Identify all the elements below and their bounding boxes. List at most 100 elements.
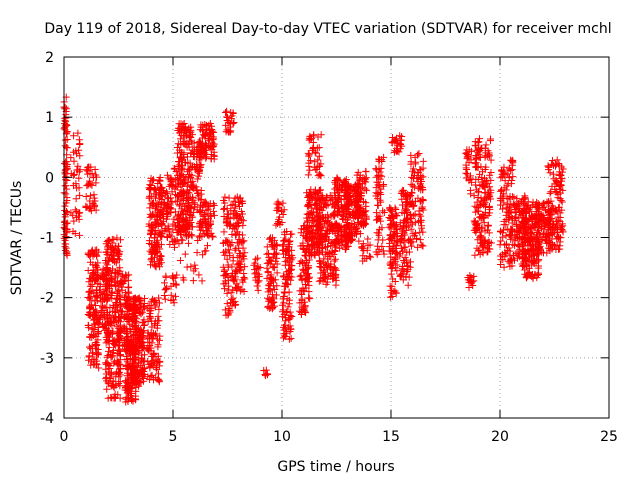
data-point [107, 317, 115, 325]
data-point [113, 323, 121, 331]
data-point [85, 287, 93, 295]
data-point [175, 222, 183, 230]
data-point [156, 256, 164, 264]
data-point [174, 126, 182, 134]
data-point [118, 310, 126, 318]
data-point [226, 249, 234, 257]
data-point [177, 128, 185, 136]
data-point [144, 357, 152, 365]
data-point [133, 363, 141, 371]
data-point [185, 195, 193, 203]
data-points [60, 93, 567, 406]
data-point [163, 190, 171, 198]
data-point [199, 251, 207, 259]
data-point [239, 199, 247, 207]
data-point [157, 211, 165, 219]
data-point [111, 313, 119, 321]
data-point [160, 279, 168, 287]
data-point [93, 291, 101, 299]
data-point [107, 368, 115, 376]
data-point [89, 261, 97, 269]
data-point [104, 347, 112, 355]
data-point [103, 290, 111, 298]
data-point [63, 135, 71, 143]
data-point [231, 273, 239, 281]
data-point [151, 262, 159, 270]
data-point [151, 219, 159, 227]
data-point [90, 361, 98, 369]
data-point [63, 251, 71, 259]
y-tick-label: 1 [45, 110, 54, 126]
data-point [271, 250, 279, 258]
data-point [151, 321, 159, 329]
data-point [96, 314, 104, 322]
data-point [195, 233, 203, 241]
data-point [179, 236, 187, 244]
data-point [137, 296, 145, 304]
data-point [113, 289, 121, 297]
data-point [116, 296, 124, 304]
data-point [178, 170, 186, 178]
data-point [102, 248, 110, 256]
data-point [189, 213, 197, 221]
data-point [233, 211, 241, 219]
data-point [86, 197, 94, 205]
data-point [183, 263, 191, 271]
data-point [74, 166, 82, 174]
data-point [109, 244, 117, 252]
data-point [262, 366, 270, 374]
data-point [70, 132, 78, 140]
data-point [147, 177, 155, 185]
data-point [238, 253, 246, 261]
data-point [124, 397, 132, 405]
data-point [221, 193, 229, 201]
data-point [130, 295, 138, 303]
data-point [93, 173, 101, 181]
data-point [115, 251, 123, 259]
data-point [155, 378, 163, 386]
data-point [263, 264, 271, 272]
data-point [86, 170, 94, 178]
data-point [182, 123, 190, 131]
data-point [156, 231, 164, 239]
data-point [223, 300, 231, 308]
data-point [61, 136, 69, 144]
data-point [205, 225, 213, 233]
data-point [116, 321, 124, 329]
data-point [131, 367, 139, 375]
data-point [239, 217, 247, 225]
data-point [239, 252, 247, 260]
data-point [254, 278, 262, 286]
data-point [170, 215, 178, 223]
data-point [210, 201, 218, 209]
data-point [254, 254, 262, 262]
data-point [150, 238, 158, 246]
x-tick-label: 25 [600, 429, 618, 445]
data-point [126, 320, 134, 328]
data-point [124, 314, 132, 322]
data-point [272, 221, 280, 229]
data-point [152, 263, 160, 271]
data-point [135, 359, 143, 367]
data-point [107, 393, 115, 401]
data-point [187, 137, 195, 145]
data-point [273, 200, 281, 208]
data-point [224, 210, 232, 218]
data-point [148, 200, 156, 208]
data-point [116, 365, 124, 373]
data-point [223, 113, 231, 121]
data-point [223, 218, 231, 226]
x-tick-label: 15 [382, 429, 400, 445]
data-point [62, 240, 70, 248]
data-point [119, 273, 127, 281]
data-point [145, 347, 153, 355]
data-point [207, 212, 215, 220]
data-point [140, 316, 148, 324]
data-point [116, 356, 124, 364]
data-point [227, 201, 235, 209]
data-point [177, 120, 185, 128]
data-point [112, 242, 120, 250]
data-point [151, 227, 159, 235]
data-point [89, 306, 97, 314]
data-point [132, 319, 140, 327]
